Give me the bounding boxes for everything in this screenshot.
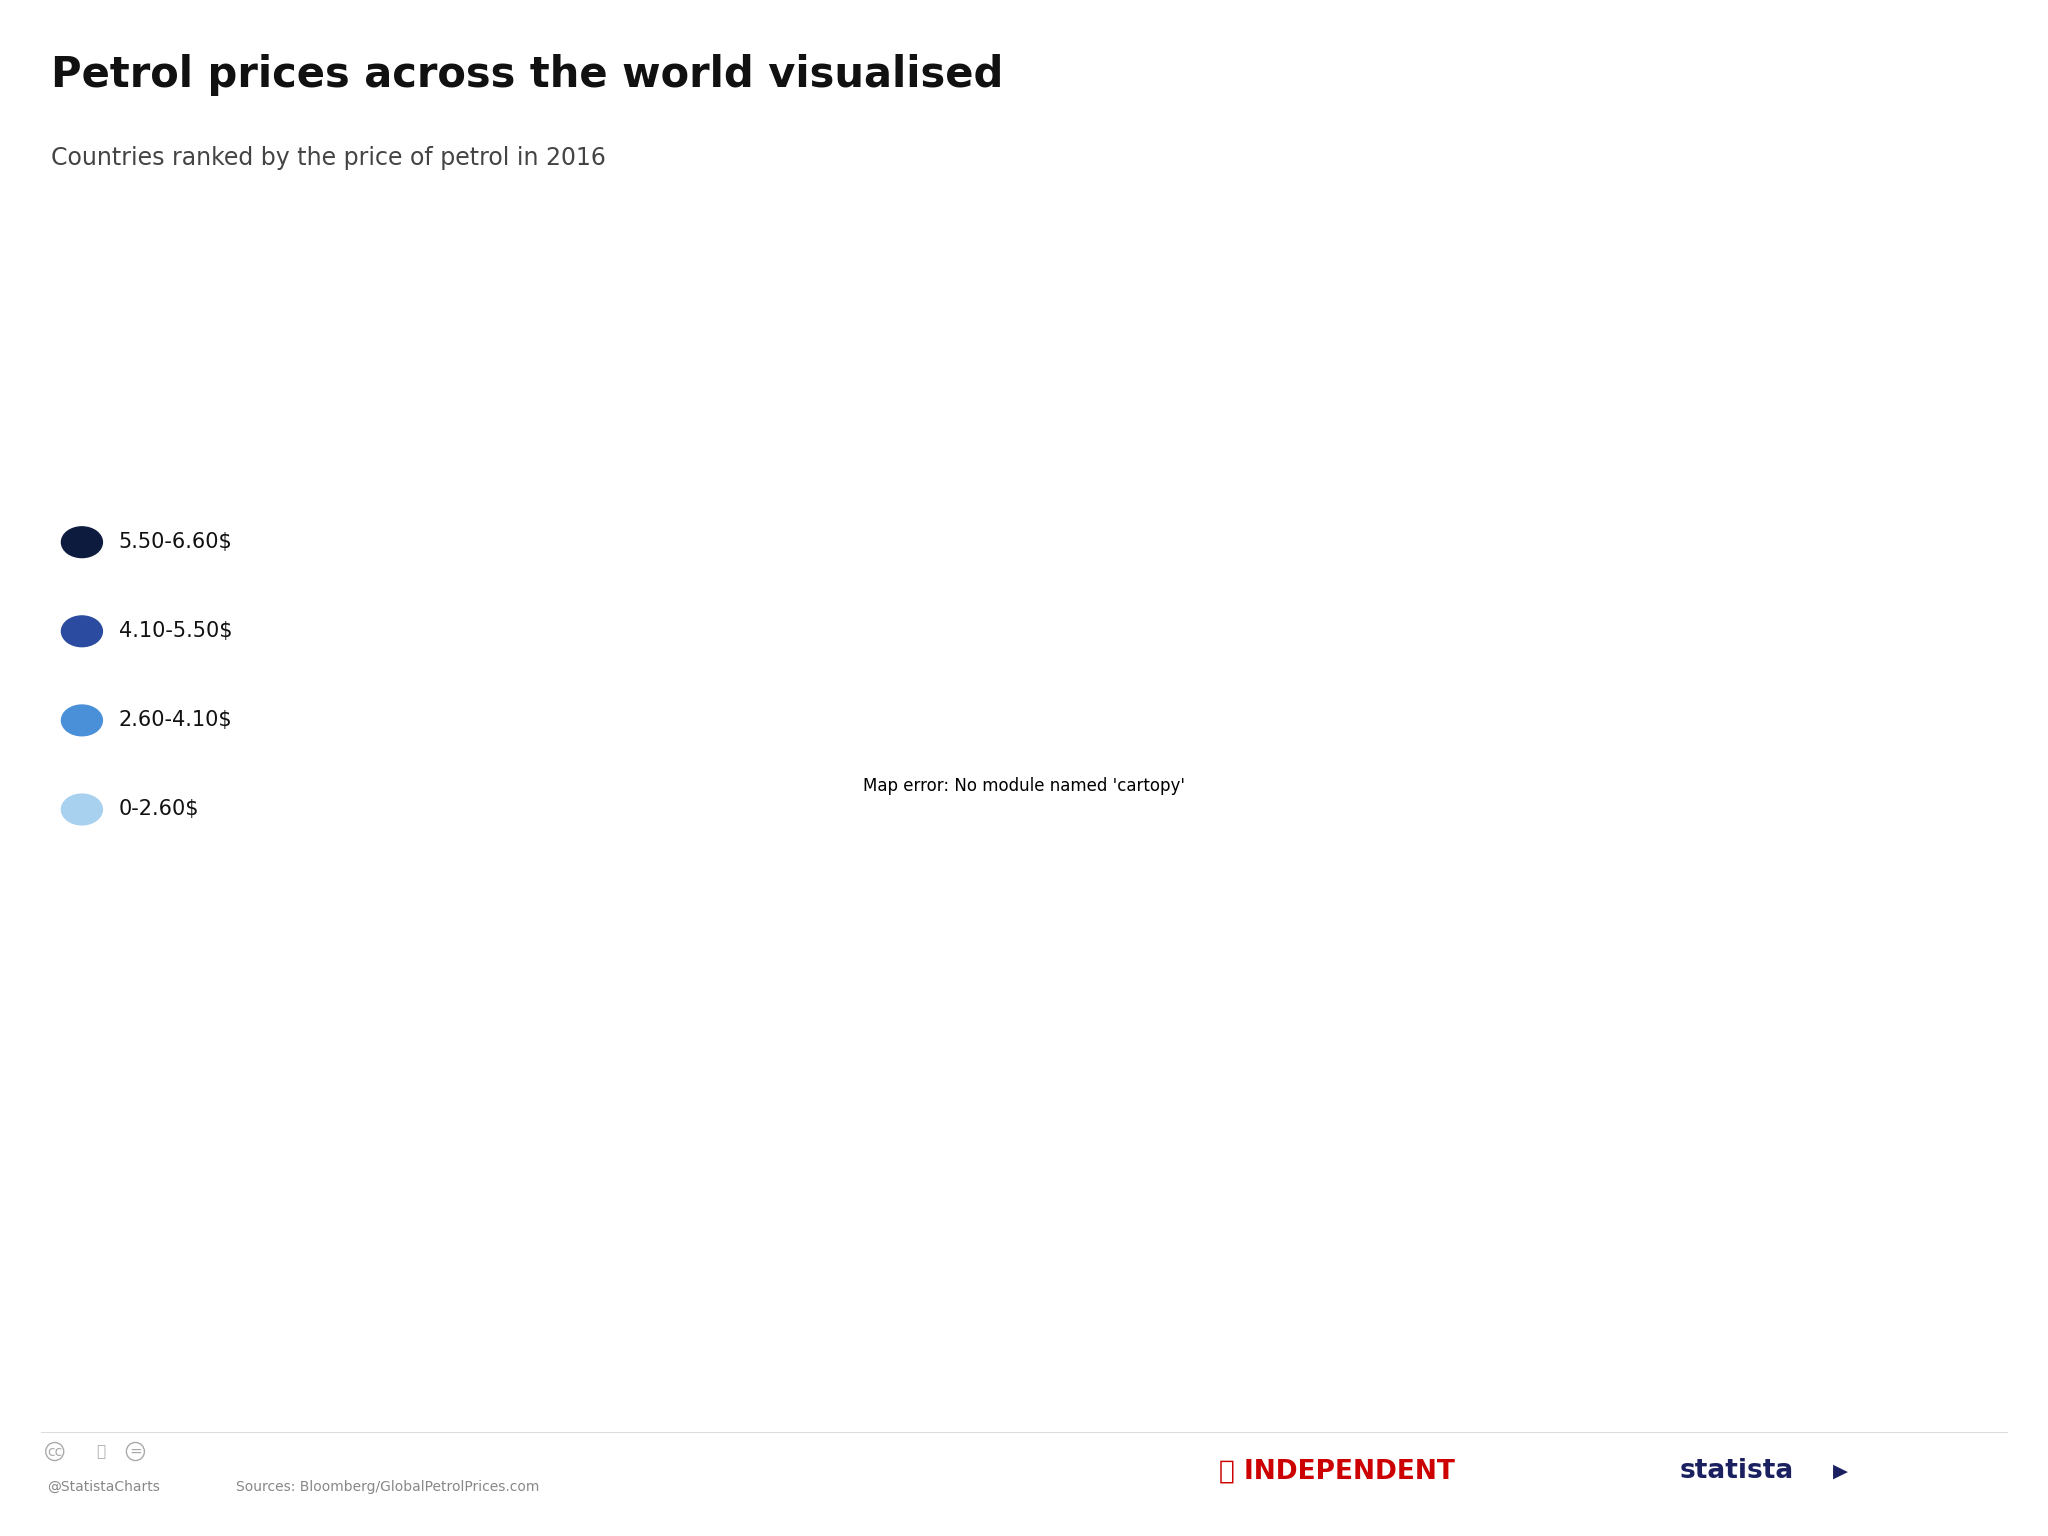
Text: 4.10-5.50$: 4.10-5.50$ (119, 621, 231, 642)
Text: statista: statista (1679, 1459, 1794, 1484)
Text: 🦅 INDEPENDENT: 🦅 INDEPENDENT (1219, 1459, 1454, 1484)
Text: 0-2.60$: 0-2.60$ (119, 799, 199, 820)
Text: =: = (129, 1444, 141, 1459)
Text: 5.50-6.60$: 5.50-6.60$ (119, 531, 233, 553)
Text: Petrol prices across the world visualised: Petrol prices across the world visualise… (51, 54, 1004, 95)
Text: ▶: ▶ (1833, 1462, 1847, 1481)
Text: Countries ranked by the price of petrol in 2016: Countries ranked by the price of petrol … (51, 146, 606, 170)
Text: Sources: Bloomberg/GlobalPetrolPrices.com: Sources: Bloomberg/GlobalPetrolPrices.co… (236, 1479, 539, 1495)
Text: 2.60-4.10$: 2.60-4.10$ (119, 710, 231, 731)
Text: @StatistaCharts: @StatistaCharts (47, 1479, 160, 1495)
Text: Map error: No module named 'cartopy': Map error: No module named 'cartopy' (862, 777, 1186, 796)
Text: ⓘ: ⓘ (96, 1444, 104, 1459)
Text: cc: cc (47, 1444, 61, 1459)
